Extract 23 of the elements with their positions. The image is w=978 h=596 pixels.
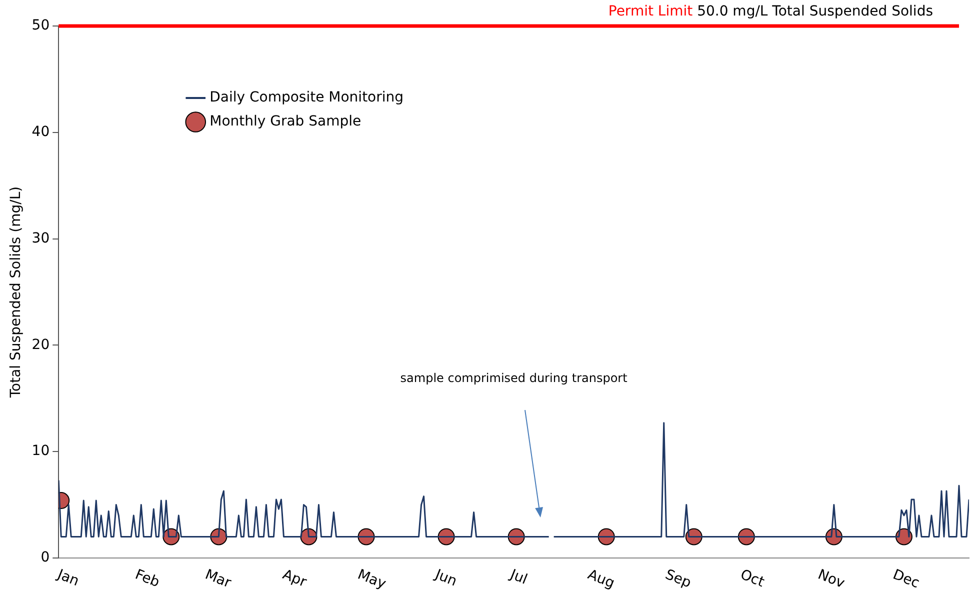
x-tick-label: Mar: [202, 566, 234, 592]
ref-line-label: Permit Limit 50.0 mg/L Total Suspended Solids: [608, 4, 933, 20]
x-tick-label: Dec: [890, 566, 922, 592]
y-axis-title: Total Suspended Solids (mg/L): [8, 186, 24, 399]
x-tick-label: Sep: [662, 566, 694, 592]
y-tick-label: 0: [40, 550, 50, 566]
y-tick-label: 10: [32, 443, 50, 460]
y-tick-label: 20: [32, 336, 50, 353]
x-tick-label: Feb: [132, 566, 162, 591]
x-tick-label: May: [355, 566, 388, 592]
x-tick-label: Jun: [432, 566, 460, 590]
y-tick-label: 50: [32, 18, 50, 34]
x-tick-label: Jul: [506, 566, 530, 588]
y-tick-label: 30: [32, 230, 50, 246]
legend-label: Monthly Grab Sample: [210, 114, 362, 130]
y-tick-label: 40: [32, 124, 50, 140]
x-tick-label: Aug: [585, 566, 617, 592]
annotation: sample comprimised during transport: [400, 370, 628, 385]
x-tick-label: Apr: [280, 566, 309, 591]
legend-label: Daily Composite Monitoring: [210, 90, 404, 106]
x-tick-label: Nov: [816, 566, 847, 592]
x-tick-label: Oct: [738, 566, 767, 591]
x-tick-label: Jan: [54, 566, 82, 590]
